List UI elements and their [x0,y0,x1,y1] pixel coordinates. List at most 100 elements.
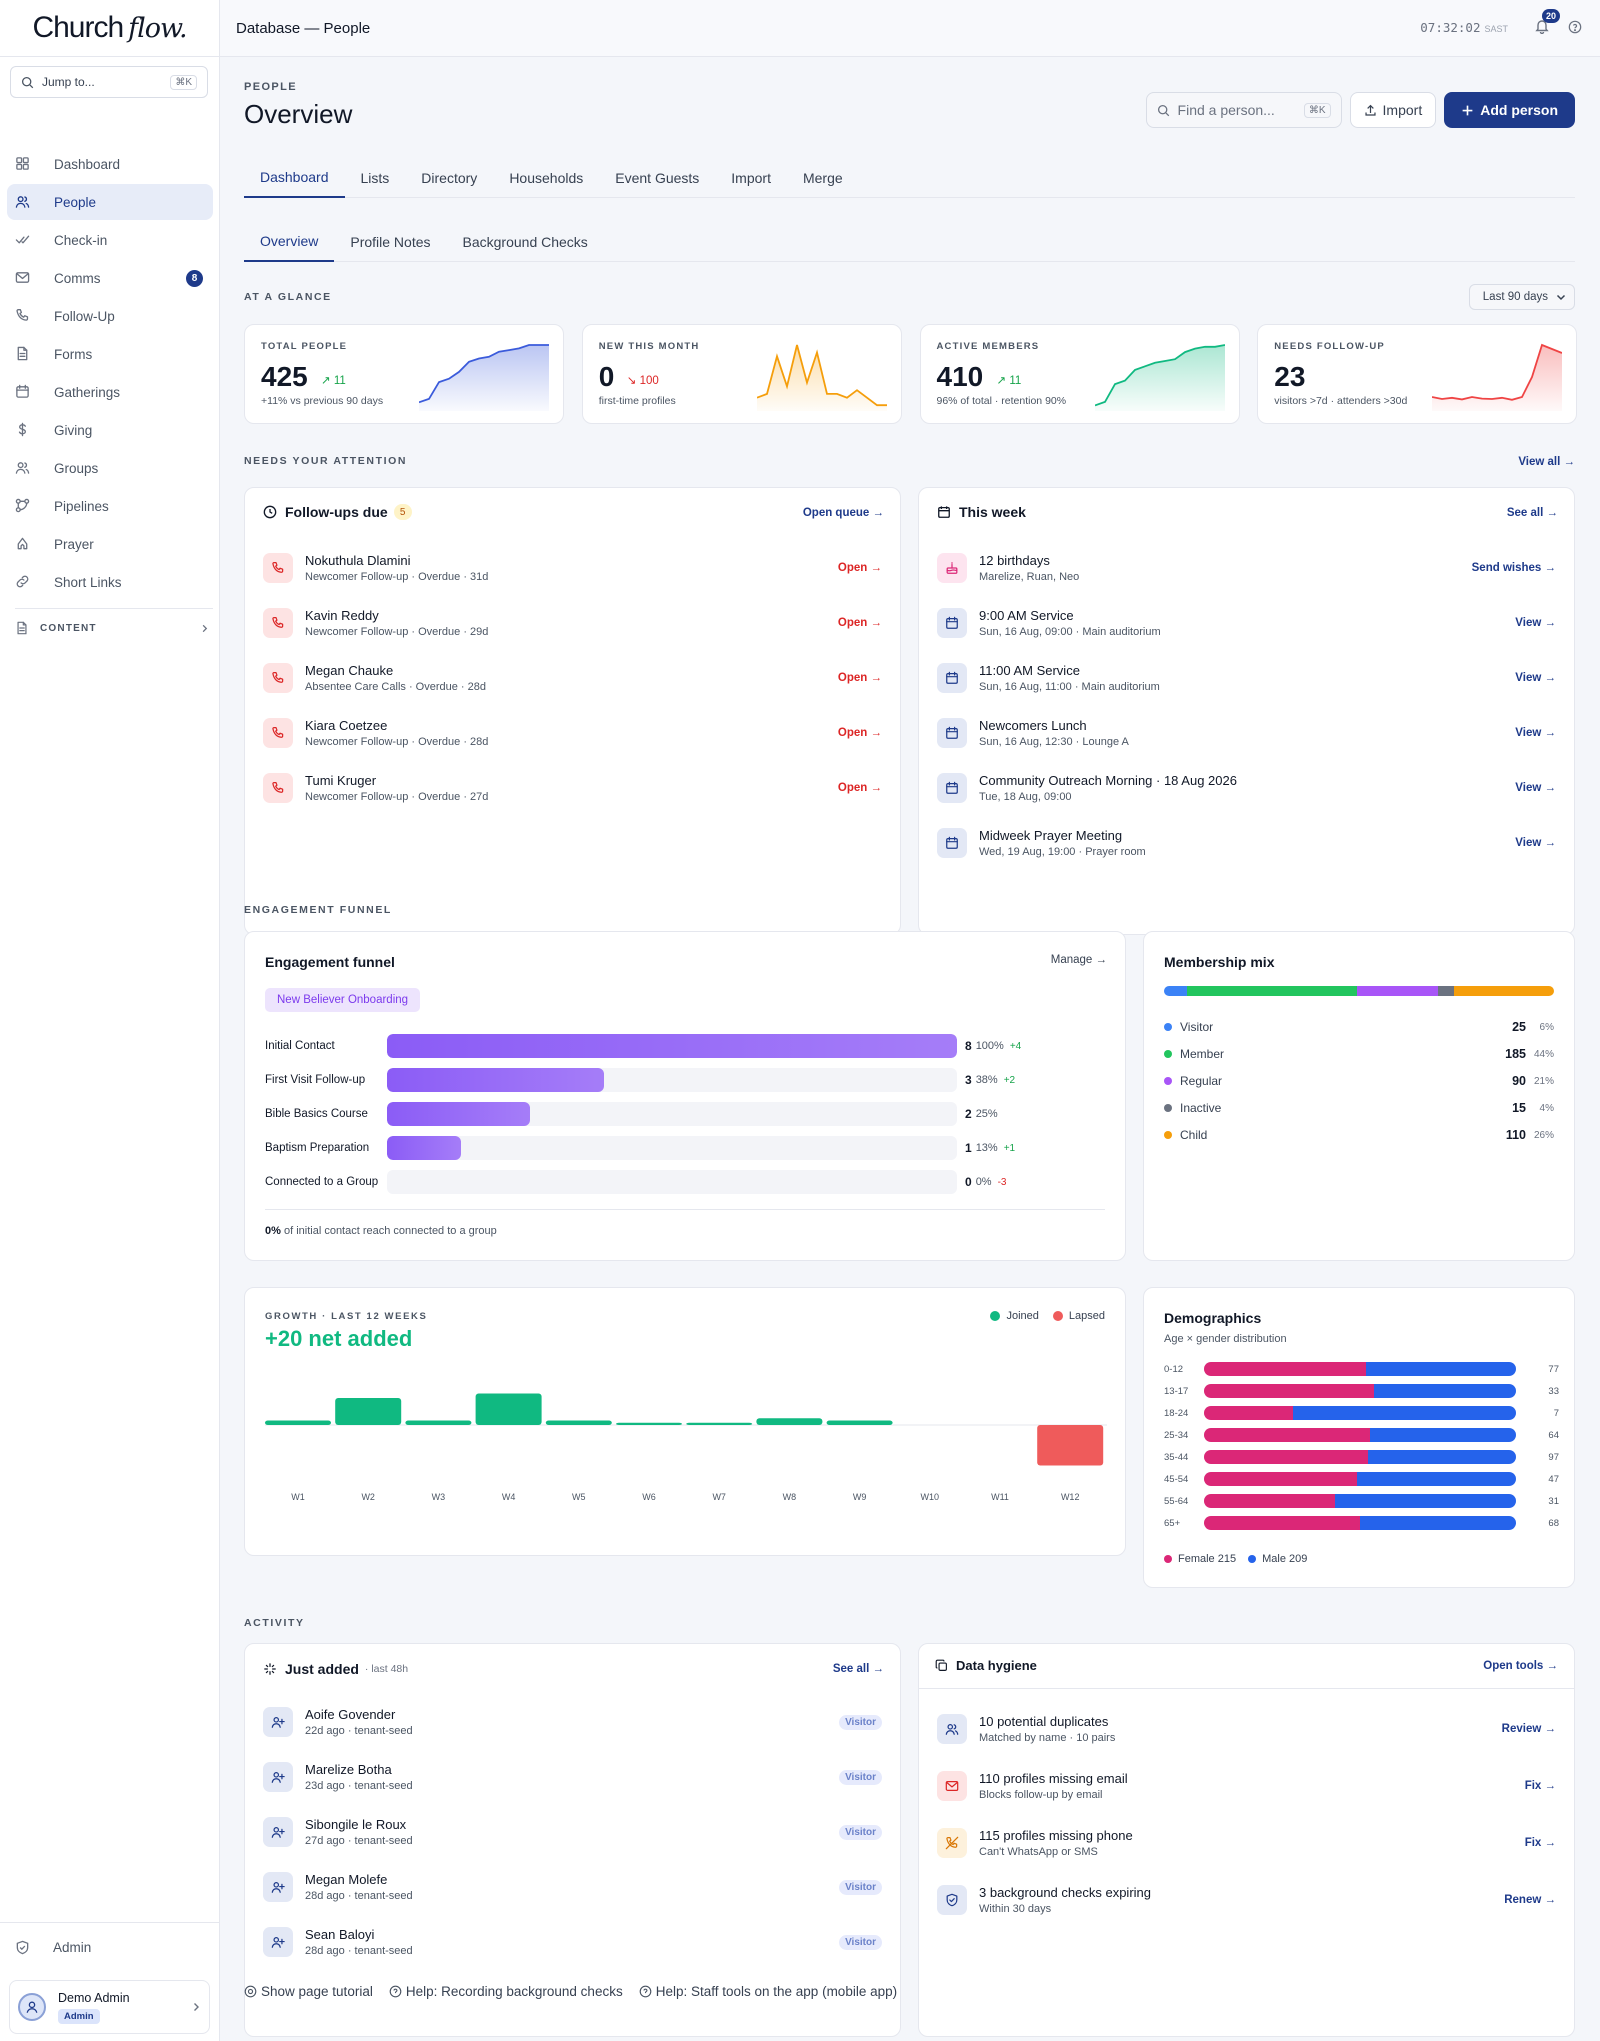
age-band: 18-24 [1164,1407,1189,1419]
hygiene-action[interactable]: Renew → [1504,1894,1556,1906]
sparkline [756,344,887,411]
sidebar-item-giving[interactable]: Giving [7,412,213,448]
sidebar-item-comms[interactable]: Comms 8 [7,260,213,296]
hygiene-row[interactable]: 3 background checks expiring Within 30 d… [937,1875,1556,1925]
week-row[interactable]: 9:00 AM Service Sun, 16 Aug, 09:00 · Mai… [937,598,1556,648]
hygiene-row[interactable]: 115 profiles missing phone Can't WhatsAp… [937,1818,1556,1868]
tab-event-guests[interactable]: Event Guests [615,169,700,186]
view-link[interactable]: View → [1515,727,1556,739]
sidebar-item-dashboard[interactable]: Dashboard [7,146,213,182]
user-menu[interactable]: Demo Admin Admin [9,1980,210,2034]
hygiene-title: 115 profiles missing phone [979,1828,1133,1843]
followup-row[interactable]: Tumi Kruger Newcomer Follow-up · Overdue… [263,763,882,813]
sidebar-item-forms[interactable]: Forms [7,336,213,372]
subtab-overview[interactable]: Overview [244,221,335,262]
manage-link[interactable]: Manage → [1050,954,1107,966]
person-row[interactable]: Sean Baloyi 28d ago · tenant-seed Visito… [263,1917,882,1967]
sidebar-item-admin[interactable]: Admin [0,1922,220,1972]
open-queue-link[interactable]: Open queue → [802,507,884,519]
card-title: Just added [285,1661,359,1677]
joined-bar [545,1420,612,1425]
hygiene-row[interactable]: 110 profiles missing email Blocks follow… [937,1761,1556,1811]
view-all-link[interactable]: View all → [1518,456,1575,468]
open-link[interactable]: Open → [837,672,882,684]
logo[interactable]: Church flow. [0,0,219,57]
help-link[interactable]: Help: Staff tools on the app (mobile app… [639,1984,897,1999]
help-link[interactable]: Show page tutorial [244,1984,373,1999]
grid-icon [15,156,31,172]
week-row[interactable]: 12 birthdays Marelize, Ruan, Neo Send wi… [937,543,1556,593]
view-link[interactable]: View → [1515,672,1556,684]
stat-card[interactable]: ACTIVE MEMBERS 410 ↗ 11 96% of total · r… [919,324,1240,424]
tab-directory[interactable]: Directory [421,169,478,186]
view-link[interactable]: View → [1515,782,1556,794]
sidebar-section-content[interactable]: CONTENT [7,613,213,643]
calendar-icon [937,773,967,803]
tab-lists[interactable]: Lists [360,169,390,186]
hygiene-action[interactable]: Fix → [1524,1780,1556,1792]
see-all-link[interactable]: See all → [1506,507,1558,519]
sidebar-item-people[interactable]: People [7,184,213,220]
funnel-bar [387,1068,604,1092]
x-tick-label: W5 [572,1492,586,1502]
view-link[interactable]: View → [1515,837,1556,849]
hygiene-row[interactable]: 10 potential duplicates Matched by name … [937,1704,1556,1754]
tab-dashboard[interactable]: Dashboard [244,157,345,198]
week-row[interactable]: Community Outreach Morning · 18 Aug 2026… [937,763,1556,813]
subtab-profile-notes[interactable]: Profile Notes [350,233,431,250]
open-link[interactable]: Open → [837,617,882,629]
open-tools-link[interactable]: Open tools → [1483,1660,1558,1672]
mix-count: 185 [1505,1047,1526,1061]
week-row[interactable]: 11:00 AM Service Sun, 16 Aug, 11:00 · Ma… [937,653,1556,703]
tab-import[interactable]: Import [731,169,771,186]
see-all-link[interactable]: See all → [832,1663,884,1675]
sidebar-item-groups[interactable]: Groups [7,450,213,486]
subtab-background-checks[interactable]: Background Checks [462,233,588,250]
sidebar-item-follow-up[interactable]: Follow-Up [7,298,213,334]
event-name: 12 birthdays [979,553,1050,568]
sidebar-item-short-links[interactable]: Short Links [7,564,213,600]
help-button[interactable] [1568,20,1582,34]
person-row[interactable]: Sibongile le Roux 27d ago · tenant-seed … [263,1807,882,1857]
stat-card[interactable]: NEW THIS MONTH 0 ↘ 100 first-time profil… [581,324,902,424]
age-band: 13-17 [1164,1385,1189,1397]
added-detail: 28d ago · tenant-seed [305,1945,413,1957]
stat-card[interactable]: TOTAL PEOPLE 425 ↗ 11 +11% vs previous 9… [244,324,564,424]
stat-value: 410 [936,361,984,392]
check-icon [15,232,31,248]
followup-row[interactable]: Kiara Coetzee Newcomer Follow-up · Overd… [263,708,882,758]
jump-to-input[interactable]: Jump to... ⌘K [10,66,208,98]
view-link[interactable]: Send wishes → [1471,562,1556,574]
add-person-button[interactable]: Add person [1444,92,1575,128]
notifications-button[interactable]: 20 [1534,9,1560,34]
week-row[interactable]: Newcomers Lunch Sun, 16 Aug, 12:30 · Lou… [937,708,1556,758]
hygiene-action[interactable]: Review → [1501,1723,1556,1735]
find-person-input[interactable]: Find a person... ⌘K [1145,92,1342,128]
sidebar-item-prayer[interactable]: Prayer [7,526,213,562]
open-link[interactable]: Open → [837,727,882,739]
help-link[interactable]: Help: Recording background checks [389,1984,623,1999]
followup-row[interactable]: Kavin Reddy Newcomer Follow-up · Overdue… [263,598,882,648]
person-row[interactable]: Marelize Botha 23d ago · tenant-seed Vis… [263,1752,882,1802]
week-row[interactable]: Midweek Prayer Meeting Wed, 19 Aug, 19:0… [937,818,1556,868]
import-button[interactable]: Import [1349,92,1437,128]
open-link[interactable]: Open → [837,782,882,794]
link-icon [15,574,31,590]
open-link[interactable]: Open → [837,562,882,574]
tab-households[interactable]: Households [509,169,584,186]
followup-row[interactable]: Nokuthula Dlamini Newcomer Follow-up · O… [263,543,882,593]
tab-merge[interactable]: Merge [802,169,843,186]
hygiene-action[interactable]: Fix → [1524,1837,1556,1849]
sidebar-item-check-in[interactable]: Check-in [7,222,213,258]
pipeline-chip[interactable]: New Believer Onboarding [265,988,421,1012]
date-range-select[interactable]: Last 90 days [1468,284,1575,310]
person-row[interactable]: Aoife Govender 22d ago · tenant-seed Vis… [263,1697,882,1747]
status-badge: Visitor [839,1934,882,1950]
sidebar-item-gatherings[interactable]: Gatherings [7,374,213,410]
sidebar-item-pipelines[interactable]: Pipelines [7,488,213,524]
followup-row[interactable]: Megan Chauke Absentee Care Calls · Overd… [263,653,882,703]
stat-card[interactable]: NEEDS FOLLOW-UP 23 visitors >7d · attend… [1257,324,1578,424]
sparkline-area [756,345,887,411]
view-link[interactable]: View → [1515,617,1556,629]
person-row[interactable]: Megan Molefe 28d ago · tenant-seed Visit… [263,1862,882,1912]
